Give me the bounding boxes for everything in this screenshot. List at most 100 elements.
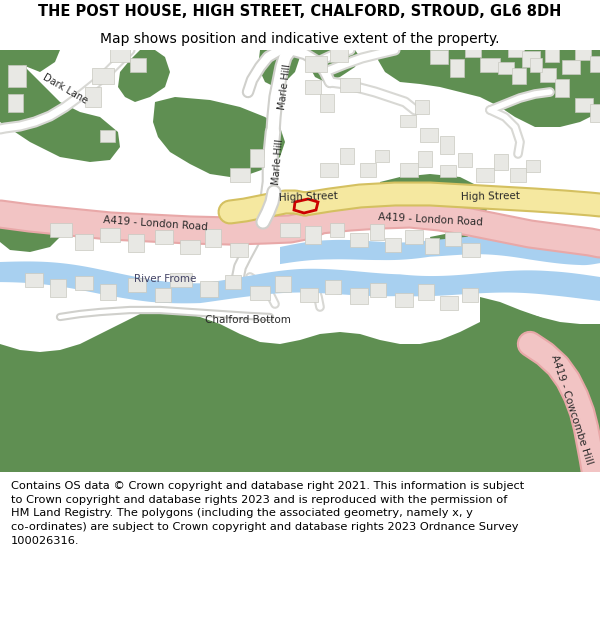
Bar — [522, 51, 540, 67]
Bar — [462, 288, 478, 302]
Bar — [8, 94, 23, 112]
Polygon shape — [258, 50, 300, 87]
Polygon shape — [0, 310, 600, 472]
Bar — [555, 79, 569, 97]
Text: River Frome: River Frome — [134, 274, 196, 284]
Bar — [420, 128, 438, 142]
Polygon shape — [0, 50, 120, 162]
Bar — [575, 98, 593, 112]
Text: THE POST HOUSE, HIGH STREET, CHALFORD, STROUD, GL6 8DH: THE POST HOUSE, HIGH STREET, CHALFORD, S… — [38, 4, 562, 19]
Bar — [100, 284, 116, 300]
Bar — [50, 279, 66, 297]
Bar — [100, 228, 120, 242]
Bar — [440, 136, 454, 154]
Bar — [75, 276, 93, 290]
Bar — [405, 230, 423, 244]
Bar — [458, 153, 472, 167]
Polygon shape — [280, 236, 600, 265]
Bar — [562, 60, 580, 74]
Bar — [230, 168, 250, 182]
Bar — [305, 56, 327, 72]
Bar — [526, 160, 540, 172]
Bar — [545, 44, 559, 62]
Bar — [494, 154, 508, 170]
Bar — [128, 234, 144, 252]
Polygon shape — [153, 97, 285, 177]
Bar — [530, 58, 542, 72]
Bar — [385, 238, 401, 252]
Text: Dark Lane: Dark Lane — [41, 72, 89, 106]
Bar — [370, 283, 386, 297]
Bar — [445, 232, 461, 246]
Bar — [400, 115, 416, 127]
Bar — [330, 48, 348, 62]
Bar — [205, 229, 221, 247]
Bar — [476, 168, 494, 182]
Bar — [305, 226, 321, 244]
Bar — [100, 130, 115, 142]
Polygon shape — [378, 50, 600, 127]
Bar — [370, 224, 384, 240]
Text: A419 - London Road: A419 - London Road — [377, 213, 482, 228]
Polygon shape — [0, 261, 600, 303]
Bar — [330, 223, 344, 237]
Bar — [360, 163, 376, 177]
Bar — [250, 149, 264, 167]
Bar — [350, 233, 368, 247]
Bar — [155, 230, 173, 244]
Bar — [305, 80, 321, 94]
Bar — [480, 58, 500, 72]
Bar — [155, 288, 171, 302]
Bar — [50, 223, 72, 237]
Bar — [462, 243, 480, 257]
Bar — [512, 68, 526, 84]
Text: Marle Hill: Marle Hill — [277, 64, 293, 111]
Polygon shape — [580, 50, 600, 77]
Bar — [320, 163, 338, 177]
Bar — [498, 62, 514, 74]
Bar — [590, 104, 600, 122]
Bar — [85, 87, 101, 107]
Bar — [340, 78, 360, 92]
Text: A419 - London Road: A419 - London Road — [103, 216, 208, 232]
Polygon shape — [480, 297, 600, 472]
Bar — [110, 46, 130, 62]
Text: Chalford Bottom: Chalford Bottom — [205, 315, 291, 325]
Bar — [508, 43, 524, 57]
Bar — [340, 148, 354, 164]
Bar — [280, 223, 300, 237]
Bar — [8, 65, 26, 87]
Bar — [300, 288, 318, 302]
Text: Map shows position and indicative extent of the property.: Map shows position and indicative extent… — [100, 32, 500, 46]
Bar — [320, 94, 334, 112]
Bar — [200, 281, 218, 297]
Bar — [395, 293, 413, 307]
Bar — [540, 68, 556, 82]
Bar — [25, 273, 43, 287]
Bar — [418, 151, 432, 167]
Polygon shape — [0, 212, 60, 252]
Bar — [440, 165, 456, 177]
Bar — [375, 150, 389, 162]
Bar — [92, 68, 114, 84]
Text: A419 - Cowcombe Hill: A419 - Cowcombe Hill — [550, 354, 595, 466]
Bar — [170, 273, 192, 287]
Bar — [465, 43, 481, 57]
Bar — [590, 56, 600, 72]
Bar — [250, 286, 270, 300]
Bar — [425, 238, 439, 254]
Polygon shape — [430, 234, 475, 252]
Polygon shape — [380, 174, 490, 222]
Bar — [400, 163, 418, 177]
Bar — [128, 278, 146, 292]
Bar — [440, 296, 458, 310]
Bar — [418, 284, 434, 300]
Bar — [75, 234, 93, 250]
Bar — [275, 276, 291, 292]
Bar — [575, 48, 591, 60]
Bar — [415, 100, 429, 114]
Text: Marle Hill: Marle Hill — [271, 139, 285, 186]
Bar — [325, 280, 341, 294]
Bar — [430, 50, 448, 64]
Bar — [225, 275, 241, 289]
